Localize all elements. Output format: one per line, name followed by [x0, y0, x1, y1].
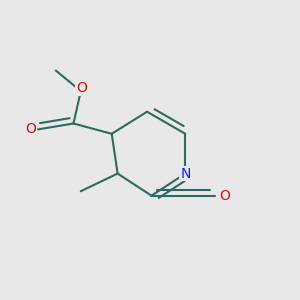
Text: O: O — [219, 189, 230, 202]
Text: O: O — [25, 122, 36, 136]
Text: N: N — [180, 167, 190, 181]
Text: O: O — [76, 81, 87, 95]
